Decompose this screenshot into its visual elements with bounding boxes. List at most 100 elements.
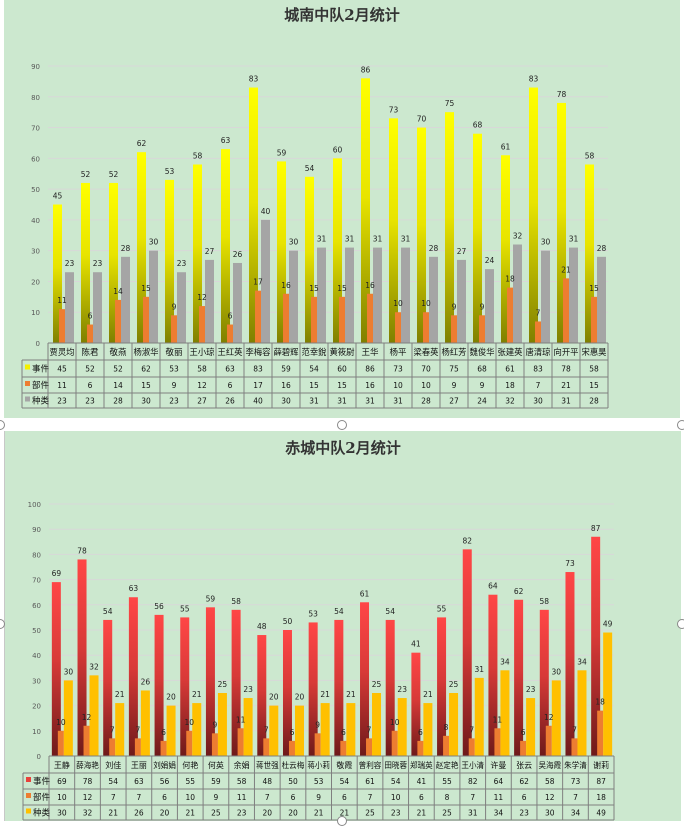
- legend-label: 事件: [33, 776, 51, 787]
- bar-types: [513, 244, 522, 343]
- table-value: 7: [470, 793, 475, 802]
- data-label: 60: [333, 145, 343, 154]
- bar-events: [128, 597, 138, 756]
- bar-types: [289, 250, 298, 343]
- bar-types: [345, 247, 354, 343]
- data-label: 49: [603, 620, 613, 629]
- table-value: 6: [88, 381, 93, 390]
- y-tick-label: 30: [32, 677, 41, 685]
- bar-events: [51, 582, 61, 756]
- data-label: 63: [221, 136, 231, 145]
- table-category-name: 杨红芳: [442, 347, 467, 358]
- bar-types: [89, 675, 99, 756]
- table-category-name: 李梅容: [246, 347, 271, 358]
- bar-events: [389, 118, 398, 343]
- y-tick-label: 10: [31, 309, 40, 317]
- table-value: 18: [505, 381, 515, 390]
- chart-panel-chengnan[interactable]: 城南中队2月统计 0 10 20 30 40 50 60 70 80 90 45 11 23 52 6 23 5…: [4, 0, 680, 418]
- data-label: 30: [289, 238, 299, 247]
- data-label: 31: [373, 235, 383, 244]
- data-label: 54: [385, 607, 395, 616]
- y-tick-label: 90: [31, 63, 40, 71]
- data-label: 31: [569, 235, 579, 244]
- table-value: 58: [545, 777, 555, 786]
- bar-parts: [83, 725, 90, 756]
- resize-handle-bottom[interactable]: [337, 816, 347, 826]
- bar-parts: [311, 296, 317, 343]
- legend-key-types: [25, 396, 30, 402]
- table-value: 68: [477, 365, 487, 374]
- data-label: 10: [184, 718, 194, 727]
- data-label: 23: [65, 259, 75, 268]
- table-value: 21: [108, 809, 118, 818]
- table-value: 53: [314, 777, 324, 786]
- table-category-name: 唐清琼: [526, 347, 551, 358]
- legend-key-types: [26, 808, 31, 814]
- table-value: 15: [141, 381, 151, 390]
- bar-events: [565, 572, 575, 756]
- resize-handle-left[interactable]: [0, 420, 5, 430]
- resize-handle-top[interactable]: [337, 420, 347, 430]
- bar-types: [177, 272, 186, 343]
- chart-panel-chicheng[interactable]: 赤城中队2月统计 0 10 20 30 40 50 60 70 80 90 100 69 10 30 78 1…: [4, 431, 681, 821]
- table-value: 31: [365, 397, 375, 406]
- data-label: 59: [277, 148, 287, 157]
- table-value: 54: [340, 777, 350, 786]
- data-label: 73: [389, 105, 399, 114]
- table-value: 11: [237, 793, 247, 802]
- table-value: 54: [108, 777, 118, 786]
- table-category-name: 王小琼: [190, 347, 215, 358]
- bar-types: [401, 247, 410, 343]
- y-tick-label: 100: [28, 501, 41, 509]
- data-label: 58: [231, 597, 241, 606]
- table-value: 26: [134, 809, 144, 818]
- table-category-name: 谢莉: [593, 760, 609, 770]
- bar-events: [473, 133, 482, 343]
- table-value: 10: [57, 793, 67, 802]
- bar-events: [231, 609, 241, 756]
- data-label: 20: [166, 693, 176, 702]
- bar-types: [140, 690, 150, 756]
- table-value: 26: [225, 397, 235, 406]
- bar-parts: [443, 735, 450, 756]
- table-category-name: 敬燕: [110, 347, 127, 358]
- y-tick-label: 20: [32, 703, 41, 711]
- data-label: 56: [154, 602, 164, 611]
- bar-parts: [479, 315, 485, 343]
- bar-events: [488, 594, 498, 756]
- data-label: 7: [367, 725, 372, 734]
- data-label: 61: [360, 589, 370, 598]
- resize-handle-right[interactable]: [677, 420, 684, 430]
- table-category-name: 王静: [54, 760, 70, 770]
- table-value: 6: [342, 793, 347, 802]
- data-label: 21: [561, 265, 571, 274]
- bar-types: [603, 632, 613, 756]
- table-value: 34: [494, 809, 504, 818]
- table-value: 70: [421, 365, 431, 374]
- table-value: 6: [228, 381, 233, 390]
- data-label: 62: [514, 587, 524, 596]
- table-value: 32: [505, 397, 515, 406]
- table-value: 28: [113, 397, 123, 406]
- data-label: 55: [437, 604, 447, 613]
- bar-events: [557, 102, 566, 343]
- bar-types: [63, 680, 73, 756]
- table-value: 12: [545, 793, 555, 802]
- bar-types: [233, 262, 242, 343]
- table-value: 41: [417, 777, 427, 786]
- table-value: 62: [519, 777, 529, 786]
- resize-handle-right-mid[interactable]: [677, 619, 684, 629]
- data-label: 55: [180, 604, 190, 613]
- table-value: 27: [449, 397, 459, 406]
- data-label: 21: [192, 690, 202, 699]
- bar-events: [109, 182, 118, 343]
- data-label: 11: [493, 715, 503, 724]
- bar-events: [165, 179, 174, 343]
- data-label: 28: [429, 244, 439, 253]
- bar-parts: [160, 740, 167, 756]
- data-label: 30: [64, 667, 74, 676]
- bar-types: [397, 698, 407, 756]
- table-value: 6: [291, 793, 296, 802]
- bar-parts: [339, 296, 345, 343]
- bar-parts: [563, 278, 569, 343]
